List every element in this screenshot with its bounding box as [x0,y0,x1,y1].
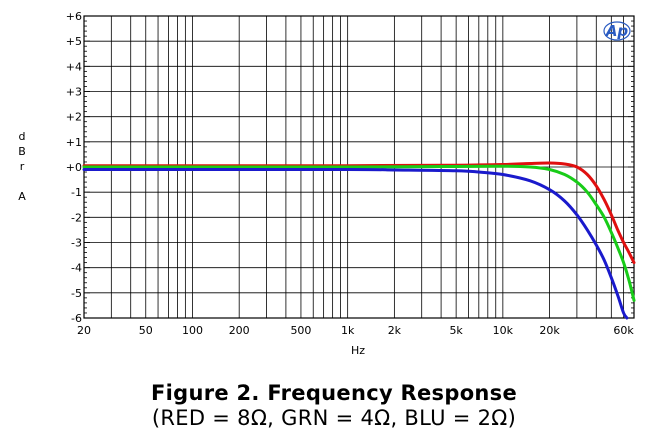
y-axis-title-letter: d [19,130,26,143]
x-tick-label: 60k [613,324,634,337]
y-tick-label: -5 [71,287,82,300]
y-axis-title: dBr A [18,130,26,203]
x-axis-title: Hz [351,344,365,357]
x-tick-labels: 20 50 100 200 500 1k 2k 5k 10k 20k 60k [77,324,634,337]
figure-caption-subtitle: (RED = 8Ω, GRN = 4Ω, BLU = 2Ω) [151,406,517,430]
y-tick-label: -4 [71,262,82,275]
y-tick-label: +5 [66,35,82,48]
figure-caption-title: Figure 2. Frequency Response [150,381,518,405]
series-group [82,161,636,320]
x-tick-label: 20k [539,324,560,337]
y-tick-labels: +6 +5 +4 +3 +2 +1 +0 -1 -2 -3 -4 -5 -6 [66,10,82,325]
y-tick-label: +6 [66,10,82,23]
series-line-green [82,164,636,302]
y-tick-label: +2 [66,111,82,124]
x-tick-label: 500 [290,324,311,337]
x-tick-label: 10k [493,324,514,337]
x-tick-label: 200 [229,324,250,337]
y-tick-label: +0 [66,161,82,174]
series-line-red [82,161,636,265]
y-tick-label: +1 [66,136,82,149]
ap-logo-ring [603,21,631,41]
y-axis-title-letter: B [18,145,26,158]
y-tick-label: -1 [71,186,82,199]
series-line-blue [82,167,629,320]
y-tick-label: -2 [71,211,82,224]
y-axis-title-letter: r [20,160,25,173]
x-tick-label: 20 [77,324,91,337]
frequency-response-chart: +6 +5 +4 +3 +2 +1 +0 -1 -2 -3 -4 -5 -6 20 50 100 200 500… [18,10,636,357]
x-tick-label: 2k [388,324,402,337]
y-tick-label: +3 [66,86,82,99]
x-tick-label: 100 [182,324,203,337]
y-tick-label: +4 [66,60,82,73]
ap-logo: Ap [605,22,629,40]
y-axis-title-letter: A [18,190,26,203]
y-tick-label: -3 [71,237,82,250]
y-tick-label: -6 [71,312,82,325]
x-tick-label: 1k [341,324,355,337]
x-tick-label: 50 [139,324,153,337]
x-tick-label: 5k [449,324,463,337]
